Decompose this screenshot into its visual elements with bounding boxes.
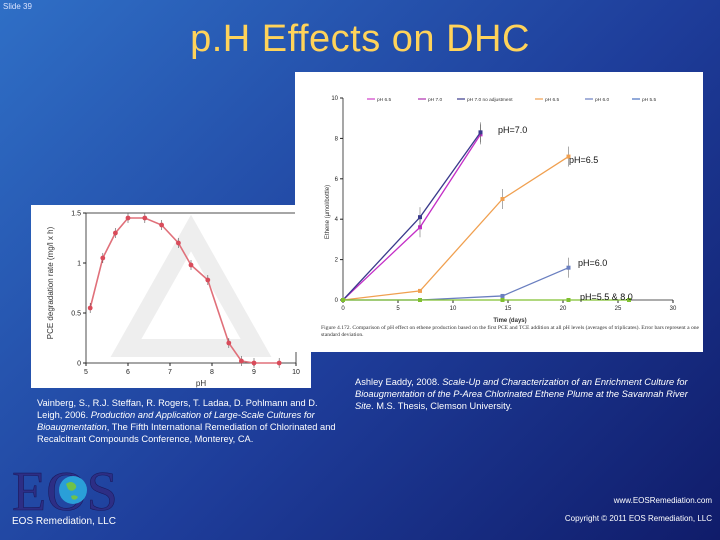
left-data-point xyxy=(188,262,194,268)
right-y-tick-label: 6 xyxy=(335,177,339,183)
right-series-line xyxy=(342,131,482,301)
right-y-tick-label: 0 xyxy=(335,298,339,304)
legend-entry: pH 5.5 xyxy=(642,97,656,103)
legend-entry: pH 6.5 xyxy=(377,97,391,103)
right-data-point xyxy=(341,298,345,302)
left-y-tick-label: 0.5 xyxy=(71,311,81,318)
left-data-point xyxy=(125,215,131,221)
right-data-point xyxy=(418,215,422,220)
right-series-line xyxy=(343,267,569,301)
left-data-point xyxy=(176,240,181,246)
right-data-point xyxy=(566,298,571,302)
left-data-point xyxy=(100,255,106,261)
citation-right: Ashley Eaddy, 2008. Scale-Up and Charact… xyxy=(355,376,695,412)
right-y-tick-label: 10 xyxy=(331,96,338,102)
right-x-tick-label: 0 xyxy=(341,306,345,312)
legend-entry: pH 6.0 xyxy=(595,97,609,103)
right-series-line xyxy=(342,156,569,301)
right-data-point xyxy=(418,298,422,302)
slide-number: Slide 39 xyxy=(3,2,32,11)
annotation-ph70: pH=7.0 xyxy=(498,125,528,135)
logo-subtitle: EOS Remediation, LLC xyxy=(12,516,116,527)
right-x-tick-label: 10 xyxy=(450,306,457,312)
annotation-ph65: pH=6.5 xyxy=(569,155,599,165)
left-x-tick-label: 8 xyxy=(210,369,214,376)
left-data-point xyxy=(226,340,232,346)
left-y-tick-label: 0 xyxy=(77,361,81,368)
right-chart: Ethene (µmol/bottle) Time (days) Figure … xyxy=(321,96,700,338)
right-y-tick-label: 2 xyxy=(335,258,339,264)
watermark-shape xyxy=(110,214,272,357)
right-series-line xyxy=(342,134,482,301)
eos-logo-graphic: EOS xyxy=(12,461,118,524)
footer-copyright: Copyright © 2011 EOS Remediation, LLC xyxy=(564,514,712,523)
right-x-tick-label: 30 xyxy=(670,306,677,312)
right-data-point xyxy=(418,288,422,293)
left-x-tick-label: 9 xyxy=(252,369,256,376)
right-x-tick-label: 20 xyxy=(560,306,567,312)
left-data-point xyxy=(142,215,148,221)
citation-left: Vainberg, S., R.J. Steffan, R. Rogers, T… xyxy=(37,397,342,445)
slide-title: p.H Effects on DHC xyxy=(190,18,530,60)
right-data-point xyxy=(478,130,483,135)
right-data-point xyxy=(566,265,571,270)
left-x-tick-label: 7 xyxy=(168,369,172,376)
left-data-point xyxy=(251,360,257,366)
eos-logo: EOS EOS Remediation, LLC xyxy=(10,452,120,534)
right-y-tick-label: 8 xyxy=(335,136,339,142)
right-y-tick-label: 4 xyxy=(335,217,339,223)
right-data-point xyxy=(500,298,505,302)
right-chart-panel: Ethene (µmol/bottle) Time (days) Figure … xyxy=(295,72,703,352)
globe-continent-icon xyxy=(66,482,78,500)
citation-right-title: Scale-Up and Characterization of an Enri… xyxy=(355,377,688,411)
annotation-ph55: pH=5.5 & 8.0 xyxy=(580,292,633,302)
citation-left-title: Production and Application of Large-Scal… xyxy=(37,410,315,432)
right-x-tick-label: 15 xyxy=(505,306,512,312)
right-xlabel: Time (days) xyxy=(493,318,526,324)
left-data-point xyxy=(205,277,211,283)
right-x-tick-label: 25 xyxy=(615,306,622,312)
left-xlabel: pH xyxy=(196,379,206,388)
left-x-tick-label: 6 xyxy=(126,369,130,376)
right-data-point xyxy=(566,154,571,159)
citation-left-authors: Vainberg, S., R.J. Steffan, R. Rogers, T… xyxy=(37,398,318,420)
right-data-point xyxy=(418,225,422,230)
left-chart: PCE degradation rate (mg/l x h) pH 5 6 7 8 9… xyxy=(46,211,300,389)
right-x-tick-label: 5 xyxy=(396,306,400,312)
legend-entry: pH 7.0 xyxy=(428,97,442,103)
citation-left-rest: , The Fifth International Remediation of… xyxy=(37,422,336,444)
annotation-ph60: pH=6.0 xyxy=(578,258,608,268)
right-data-point xyxy=(627,298,631,302)
left-data-point xyxy=(113,230,118,236)
left-x-tick-label: 5 xyxy=(84,369,88,376)
left-data-point xyxy=(276,360,282,366)
citation-right-authors: Ashley Eaddy, 2008. xyxy=(355,377,440,387)
left-chart-panel: PCE degradation rate (mg/l x h) pH 5 6 7 8 9… xyxy=(31,205,311,388)
legend-entry: pH 6.5 xyxy=(545,97,559,103)
left-ylabel: PCE degradation rate (mg/l x h) xyxy=(46,226,55,339)
left-data-point xyxy=(87,305,93,311)
left-y-tick-label: 1 xyxy=(77,261,81,268)
right-ylabel: Ethene (µmol/bottle) xyxy=(325,185,331,239)
legend-entry: pH 7.0 no adjustment xyxy=(467,97,513,103)
left-data-point xyxy=(159,222,165,228)
left-data-point xyxy=(239,358,244,364)
left-x-tick-label: 10 xyxy=(292,369,300,376)
left-y-tick-label: 1.5 xyxy=(71,211,81,218)
right-caption: Figure 4.172. Comparison of pH effect on… xyxy=(321,325,700,338)
citation-right-rest: . M.S. Thesis, Clemson University. xyxy=(371,401,513,411)
right-data-point xyxy=(500,197,505,201)
footer-website[interactable]: www.EOSRemediation.com xyxy=(613,496,712,505)
right-data-point xyxy=(500,293,505,298)
